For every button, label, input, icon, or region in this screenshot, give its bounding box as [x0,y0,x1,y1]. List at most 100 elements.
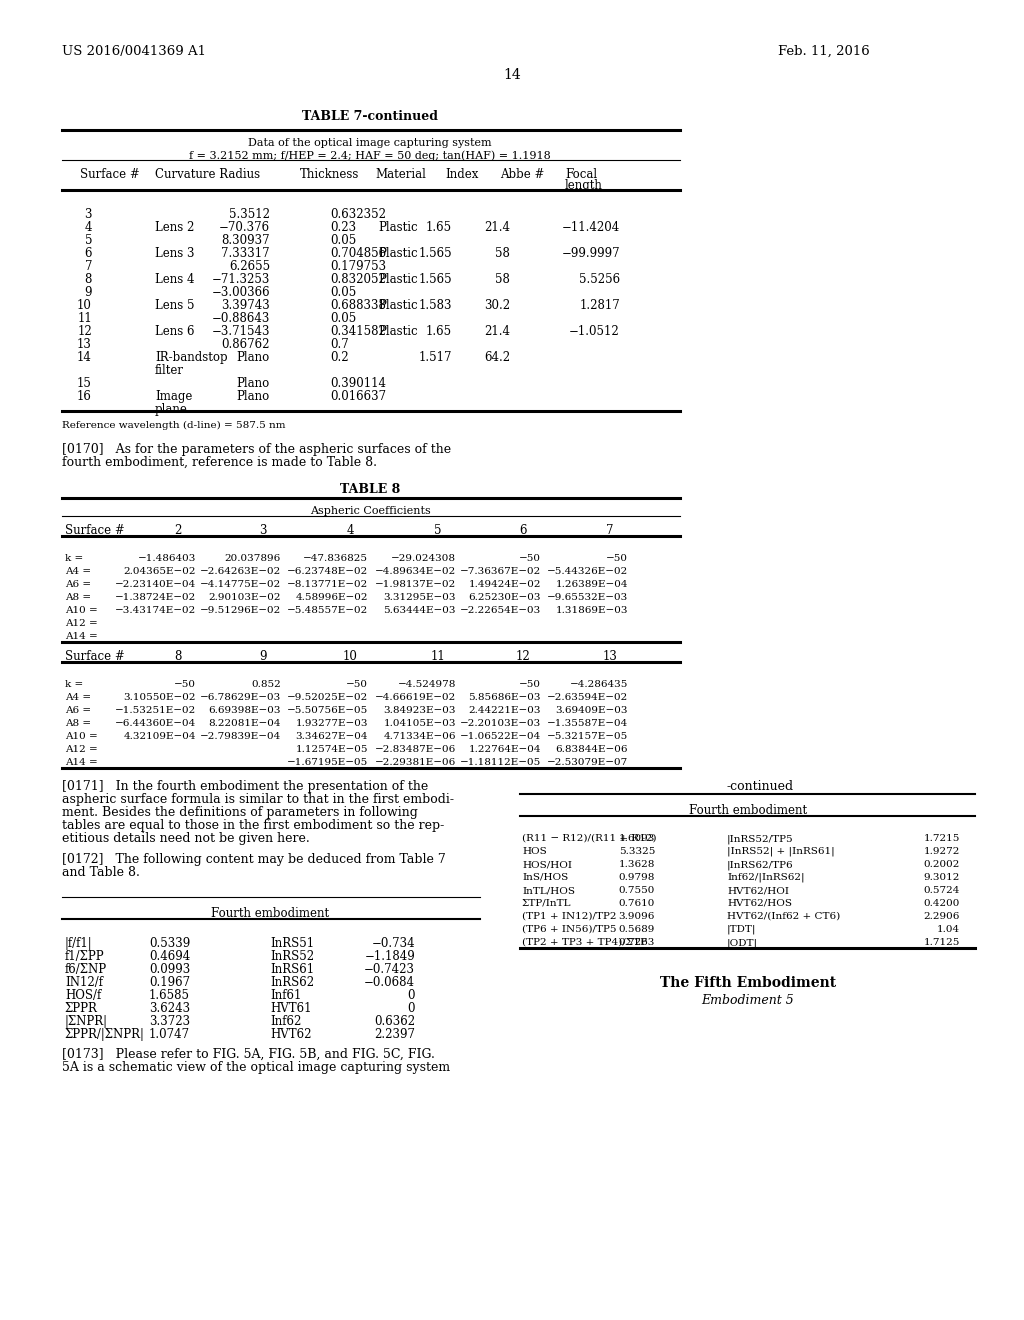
Text: InRS51: InRS51 [270,937,314,950]
Text: InS/HOS: InS/HOS [522,873,568,882]
Text: −0.88643: −0.88643 [212,312,270,325]
Text: 1.04105E−03: 1.04105E−03 [384,719,456,729]
Text: −2.23140E−04: −2.23140E−04 [115,579,196,589]
Text: A14 =: A14 = [65,758,97,767]
Text: Fourth embodiment: Fourth embodiment [211,907,329,920]
Text: −29.024308: −29.024308 [391,554,456,564]
Text: 0.4200: 0.4200 [924,899,961,908]
Text: [0173]   Please refer to FIG. 5A, FIG. 5B, and FIG. 5C, FIG.: [0173] Please refer to FIG. 5A, FIG. 5B,… [62,1048,435,1061]
Text: −9.65532E−03: −9.65532E−03 [547,593,628,602]
Text: f1/ΣPP: f1/ΣPP [65,950,104,964]
Text: 3.3723: 3.3723 [148,1015,190,1028]
Text: −50: −50 [519,554,541,564]
Text: 16: 16 [77,389,92,403]
Text: HOS: HOS [522,847,547,855]
Text: −9.51296E−02: −9.51296E−02 [200,606,281,615]
Text: 2.04365E−02: 2.04365E−02 [124,568,196,576]
Text: −1.1849: −1.1849 [365,950,415,964]
Text: 5.63444E−03: 5.63444E−03 [384,606,456,615]
Text: −3.71543: −3.71543 [212,325,270,338]
Text: A8 =: A8 = [65,593,91,602]
Text: 12: 12 [516,649,530,663]
Text: Plano: Plano [237,378,270,389]
Text: 0.2002: 0.2002 [924,861,961,869]
Text: Inf62/|InRS62|: Inf62/|InRS62| [727,873,805,883]
Text: The Fifth Embodiment: The Fifth Embodiment [659,975,836,990]
Text: 4.58996E−02: 4.58996E−02 [296,593,368,602]
Text: Fourth embodiment: Fourth embodiment [689,804,807,817]
Text: −4.14775E−02: −4.14775E−02 [200,579,281,589]
Text: Lens 5: Lens 5 [155,300,195,312]
Text: 9: 9 [259,649,266,663]
Text: Plano: Plano [237,389,270,403]
Text: |f/f1|: |f/f1| [65,937,92,950]
Text: 0.5689: 0.5689 [618,925,655,935]
Text: 2.2906: 2.2906 [924,912,961,921]
Text: HVT62/HOS: HVT62/HOS [727,899,792,908]
Text: 0.688338: 0.688338 [330,300,386,312]
Text: 8.30937: 8.30937 [221,234,270,247]
Text: 1.49424E−02: 1.49424E−02 [469,579,541,589]
Text: −2.29381E−06: −2.29381E−06 [375,758,456,767]
Text: 0.2: 0.2 [330,351,348,364]
Text: IN12/f: IN12/f [65,975,103,989]
Text: 4.32109E−04: 4.32109E−04 [124,733,196,741]
Text: Inf62: Inf62 [270,1015,301,1028]
Text: Lens 6: Lens 6 [155,325,195,338]
Text: A12 =: A12 = [65,619,97,628]
Text: length: length [565,180,603,191]
Text: Surface #: Surface # [65,649,125,663]
Text: aspheric surface formula is similar to that in the first embodi-: aspheric surface formula is similar to t… [62,793,454,807]
Text: A4 =: A4 = [65,693,91,702]
Text: 1.04: 1.04 [937,925,961,935]
Text: 12: 12 [77,325,92,338]
Text: Lens 2: Lens 2 [155,220,195,234]
Text: 3.34627E−04: 3.34627E−04 [296,733,368,741]
Text: 6.25230E−03: 6.25230E−03 [469,593,541,602]
Text: Lens 4: Lens 4 [155,273,195,286]
Text: 7: 7 [85,260,92,273]
Text: −47.836825: −47.836825 [303,554,368,564]
Text: −0.734: −0.734 [372,937,415,950]
Text: 58: 58 [496,247,510,260]
Text: (TP1 + IN12)/TP2: (TP1 + IN12)/TP2 [522,912,616,921]
Text: 1.2817: 1.2817 [580,300,620,312]
Text: −9.52025E−02: −9.52025E−02 [287,693,368,702]
Text: −50: −50 [346,680,368,689]
Text: etitious details need not be given here.: etitious details need not be given here. [62,832,309,845]
Text: Plastic: Plastic [378,325,418,338]
Text: 21.4: 21.4 [484,220,510,234]
Text: −2.83487E−06: −2.83487E−06 [375,744,456,754]
Text: −7.36367E−02: −7.36367E−02 [460,568,541,576]
Text: −4.524978: −4.524978 [397,680,456,689]
Text: −70.376: −70.376 [219,220,270,234]
Text: 3.9096: 3.9096 [618,912,655,921]
Text: Material: Material [375,168,426,181]
Text: 11: 11 [431,649,445,663]
Text: 10: 10 [77,300,92,312]
Text: 13: 13 [602,649,617,663]
Text: TABLE 7-continued: TABLE 7-continued [302,110,438,123]
Text: filter: filter [155,364,184,378]
Text: 5.3512: 5.3512 [229,209,270,220]
Text: 5: 5 [85,234,92,247]
Text: InTL/HOS: InTL/HOS [522,886,575,895]
Text: 1.517: 1.517 [419,351,452,364]
Text: 2: 2 [174,524,181,537]
Text: US 2016/0041369 A1: US 2016/0041369 A1 [62,45,206,58]
Text: −0.7423: −0.7423 [364,964,415,975]
Text: 1.65: 1.65 [426,220,452,234]
Text: −5.44326E−02: −5.44326E−02 [547,568,628,576]
Text: -continued: -continued [726,780,794,793]
Text: 2.2397: 2.2397 [374,1028,415,1041]
Text: 0.05: 0.05 [330,286,356,300]
Text: Aspheric Coefficients: Aspheric Coefficients [309,506,430,516]
Text: [0170]   As for the parameters of the aspheric surfaces of the: [0170] As for the parameters of the asph… [62,444,452,455]
Text: 8.22081E−04: 8.22081E−04 [209,719,281,729]
Text: HVT62/(Inf62 + CT6): HVT62/(Inf62 + CT6) [727,912,841,921]
Text: A14 =: A14 = [65,632,97,642]
Text: |ΣNPR|: |ΣNPR| [65,1015,108,1028]
Text: 0.832052: 0.832052 [330,273,386,286]
Text: −4.89634E−02: −4.89634E−02 [375,568,456,576]
Text: 9: 9 [85,286,92,300]
